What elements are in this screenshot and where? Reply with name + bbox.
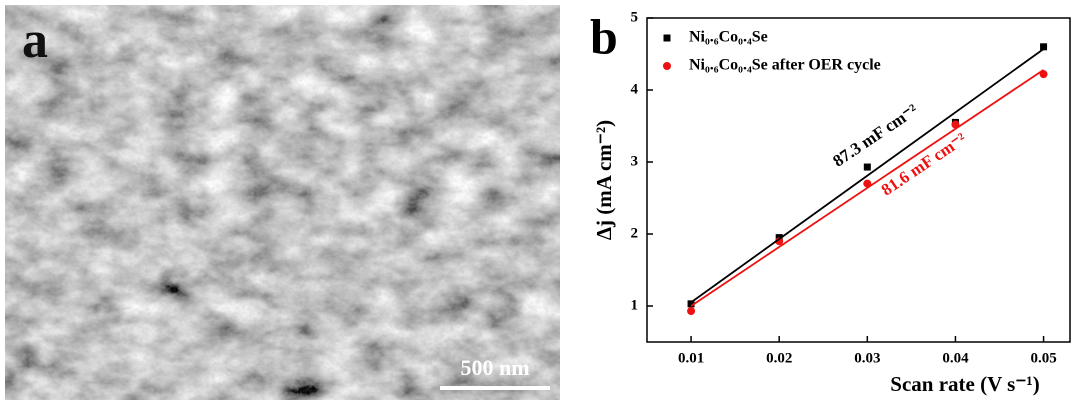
sem-image (5, 5, 560, 400)
x-tick-label: 0.05 (1030, 350, 1056, 366)
x-axis-title: Scan rate (V s⁻¹) (890, 372, 1039, 396)
y-axis-title: Δj (mA cm⁻²) (592, 120, 616, 240)
annotation: 81.6 mF cm⁻² (878, 129, 970, 200)
panel-label: a (22, 12, 48, 69)
point (687, 307, 695, 315)
x-tick-label: 0.03 (854, 350, 880, 366)
panel-label: b (590, 8, 618, 64)
legend-marker (663, 62, 671, 70)
fit-line (691, 49, 1044, 302)
legend-label: Ni₀.₆Co₀.₄Se after OER cycle (689, 57, 881, 74)
fit-line (691, 70, 1044, 306)
legend-marker (664, 35, 671, 42)
legend-label: Ni₀.₆Co₀.₄Se (689, 29, 768, 46)
y-tick-label: 5 (631, 9, 639, 25)
y-tick-label: 4 (631, 81, 639, 97)
x-tick-label: 0.02 (766, 350, 792, 366)
y-tick-label: 3 (631, 153, 639, 169)
x-tick-label: 0.04 (942, 350, 969, 366)
x-tick-label: 0.01 (678, 350, 704, 366)
figure: a 500 nm b Scan rate (V s⁻¹) Δj (mA cm⁻²… (0, 0, 1075, 405)
y-tick-label: 1 (631, 297, 639, 313)
point (864, 164, 871, 171)
scale-bar-label: 500 nm (460, 355, 529, 380)
y-tick-label: 2 (631, 225, 639, 241)
